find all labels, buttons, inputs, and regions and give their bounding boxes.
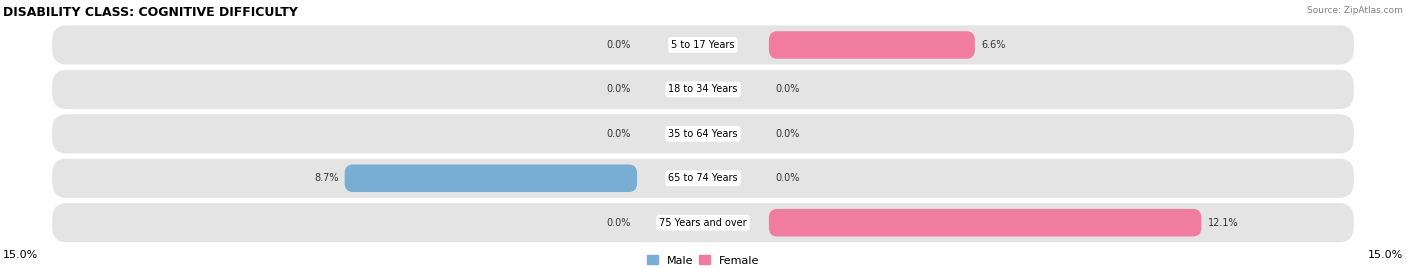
- Text: 0.0%: 0.0%: [775, 173, 800, 183]
- Text: 0.0%: 0.0%: [606, 218, 631, 228]
- FancyBboxPatch shape: [52, 114, 1354, 153]
- Text: DISABILITY CLASS: COGNITIVE DIFFICULTY: DISABILITY CLASS: COGNITIVE DIFFICULTY: [3, 6, 298, 19]
- Text: 0.0%: 0.0%: [775, 129, 800, 139]
- FancyBboxPatch shape: [52, 203, 1354, 242]
- Text: 65 to 74 Years: 65 to 74 Years: [668, 173, 738, 183]
- Text: 75 Years and over: 75 Years and over: [659, 218, 747, 228]
- Text: 5 to 17 Years: 5 to 17 Years: [671, 40, 735, 50]
- Text: Source: ZipAtlas.com: Source: ZipAtlas.com: [1308, 6, 1403, 15]
- Text: 0.0%: 0.0%: [606, 40, 631, 50]
- FancyBboxPatch shape: [344, 165, 637, 192]
- Text: 18 to 34 Years: 18 to 34 Years: [668, 84, 738, 94]
- Text: 15.0%: 15.0%: [3, 250, 38, 260]
- Text: 8.7%: 8.7%: [314, 173, 339, 183]
- Text: 12.1%: 12.1%: [1208, 218, 1239, 228]
- FancyBboxPatch shape: [769, 31, 974, 59]
- Text: 0.0%: 0.0%: [775, 84, 800, 94]
- Text: 15.0%: 15.0%: [1368, 250, 1403, 260]
- Text: 6.6%: 6.6%: [981, 40, 1005, 50]
- FancyBboxPatch shape: [52, 25, 1354, 65]
- FancyBboxPatch shape: [769, 209, 1201, 236]
- Text: 0.0%: 0.0%: [606, 129, 631, 139]
- FancyBboxPatch shape: [52, 70, 1354, 109]
- FancyBboxPatch shape: [52, 159, 1354, 198]
- Legend: Male, Female: Male, Female: [644, 253, 762, 268]
- Text: 35 to 64 Years: 35 to 64 Years: [668, 129, 738, 139]
- Text: 0.0%: 0.0%: [606, 84, 631, 94]
